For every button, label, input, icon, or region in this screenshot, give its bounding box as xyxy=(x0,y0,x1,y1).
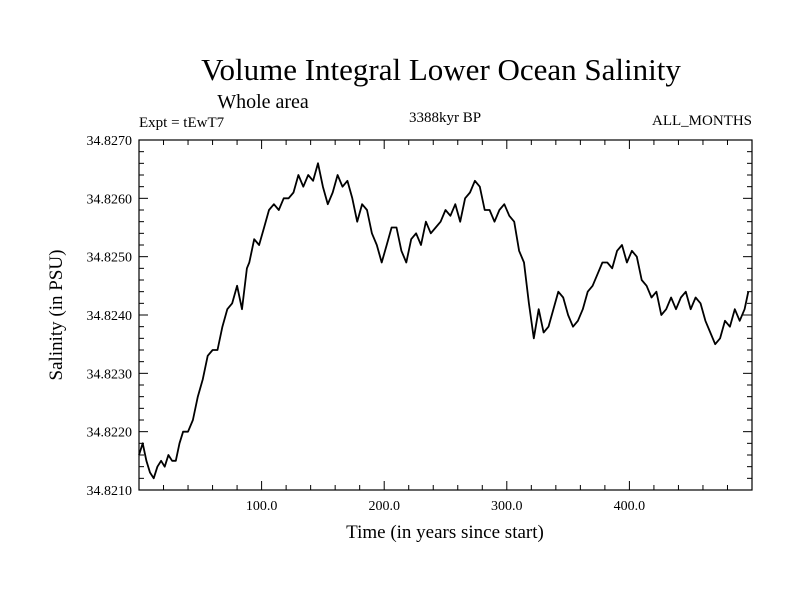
y-axis-label: Salinity (in PSU) xyxy=(46,250,67,381)
experiment-label: Expt = tEwT7 xyxy=(139,115,225,131)
y-tick-label: 34.8240 xyxy=(87,309,133,324)
y-tick-label: 34.8250 xyxy=(87,251,133,266)
y-tick-label: 34.8260 xyxy=(87,192,133,207)
x-tick-label: 400.0 xyxy=(614,499,646,514)
x-tick-label: 100.0 xyxy=(246,499,278,514)
y-tick-label: 34.8210 xyxy=(87,484,133,499)
y-tick-label: 34.8230 xyxy=(87,367,133,382)
x-axis: 100.0 200.0 300.0 400.0 xyxy=(163,140,728,514)
salinity-series-line xyxy=(138,162,750,480)
plot-frame xyxy=(138,139,753,491)
x-axis-label: Time (in years since start) xyxy=(346,522,544,543)
time-period-label: 3388kyr BP xyxy=(409,110,481,126)
plot-area: 100.0 200.0 300.0 400.0 34.821034.822034.82… xyxy=(87,134,753,514)
y-tick-label: 34.8270 xyxy=(87,134,133,149)
x-tick-label: 300.0 xyxy=(491,499,523,514)
y-tick-label: 34.8220 xyxy=(87,426,133,441)
months-label: ALL_MONTHS xyxy=(652,113,752,129)
y-axis: 34.8210 34.8220 34.8230 34.8240 34.8250 34.82… xyxy=(87,134,752,499)
chart-title: Volume Integral Lower Ocean Salinity xyxy=(201,52,681,87)
chart-subtitle: Whole area xyxy=(217,91,309,113)
x-tick-label: 200.0 xyxy=(368,499,400,514)
